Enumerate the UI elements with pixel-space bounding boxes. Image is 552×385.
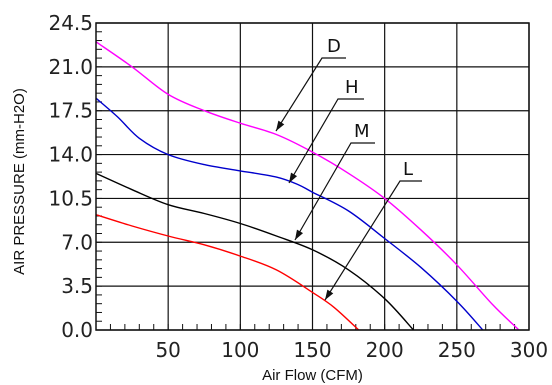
x-tick-label: 150: [293, 338, 331, 362]
curves: [95, 41, 520, 331]
minor-ticks: [96, 22, 516, 331]
x-tick-label: 250: [438, 338, 476, 362]
x-tick-label: 200: [366, 338, 404, 362]
y-tick-label: 24.5: [48, 11, 93, 35]
series-label-m: M: [354, 121, 370, 142]
arrowhead-d: [276, 120, 285, 131]
y-tick-label: 14.0: [48, 143, 93, 167]
curve-annotations: DH M L: [275, 36, 422, 301]
leader-line-m: [294, 142, 375, 241]
y-tick-label: 17.5: [48, 99, 93, 123]
y-tick-label: 21.0: [48, 55, 93, 79]
y-tick-labels: 0.0 3.5 7.0 10.5 14.0 17.5 21.0 24.5: [48, 11, 93, 342]
curve-l: [95, 214, 360, 331]
x-tick-label: 100: [221, 338, 259, 362]
x-tick-label: 50: [155, 338, 180, 362]
y-tick-label: 7.0: [61, 230, 93, 254]
curve-m: [95, 172, 415, 331]
series-label-h: H: [345, 77, 359, 98]
arrowhead-m: [295, 229, 304, 240]
y-tick-label: 10.5: [48, 186, 93, 210]
y-tick-label: 3.5: [61, 274, 93, 298]
x-tick-label: 300: [510, 338, 548, 362]
arrowhead-l: [325, 289, 334, 300]
x-axis-title: Air Flow (CFM): [262, 367, 363, 384]
curve-d: [95, 41, 520, 331]
y-axis-title: AIR PRESSURE (mm-H2O): [11, 88, 28, 275]
leader-line-l: [324, 180, 422, 301]
series-label-d: D: [327, 36, 341, 57]
leader-line-h: [288, 98, 364, 184]
leader-line-d: [275, 57, 346, 132]
plot-frame: [95, 22, 530, 331]
x-tick-labels: 50 100 150 200 250 300: [155, 338, 548, 362]
y-tick-label: 0.0: [61, 318, 93, 342]
series-label-l: L: [403, 159, 413, 180]
curve-h: [95, 97, 484, 331]
arrowhead-h: [289, 172, 298, 183]
